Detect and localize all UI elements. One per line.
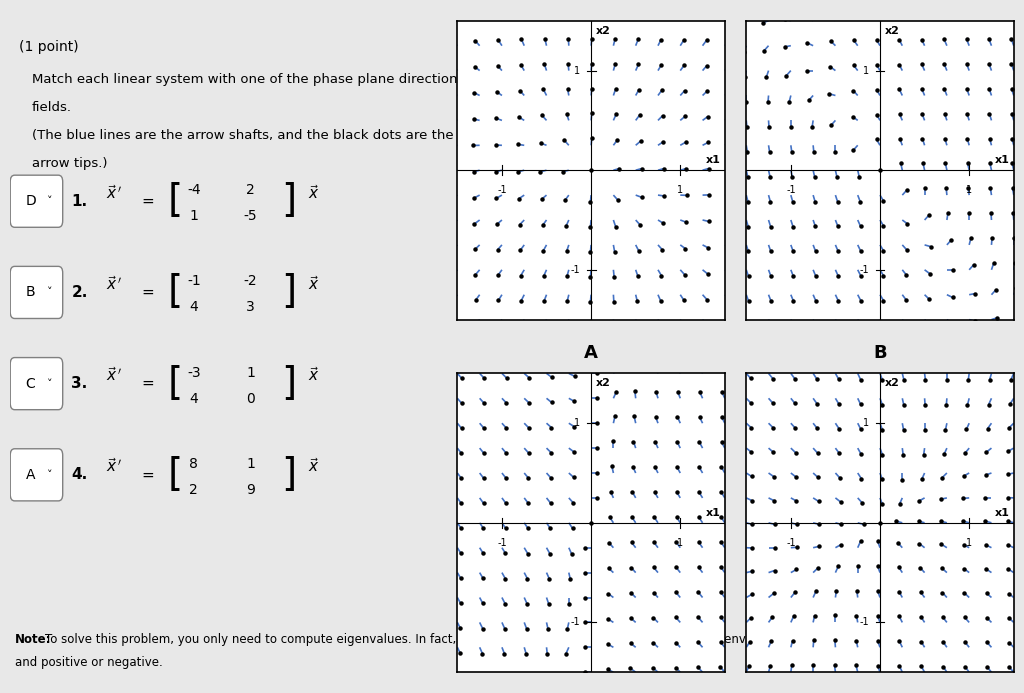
Text: =: = (141, 285, 155, 300)
Text: C: C (26, 376, 35, 391)
Text: x1: x1 (994, 155, 1010, 165)
Text: 1: 1 (863, 66, 869, 76)
Text: 1: 1 (246, 365, 255, 380)
Text: arrow tips.): arrow tips.) (32, 157, 108, 170)
Text: -5: -5 (244, 209, 257, 223)
Text: x1: x1 (706, 508, 721, 518)
FancyBboxPatch shape (10, 358, 62, 410)
Text: 4: 4 (189, 392, 199, 405)
Text: fields.: fields. (32, 101, 72, 114)
Text: A: A (26, 468, 35, 482)
Text: 3: 3 (247, 300, 255, 315)
Text: 1: 1 (189, 209, 199, 223)
Text: 4: 4 (189, 300, 199, 315)
Text: 1.: 1. (72, 194, 88, 209)
Text: x2: x2 (596, 378, 610, 388)
Text: -1: -1 (860, 265, 869, 275)
Text: 1: 1 (574, 418, 581, 428)
Text: ]: ] (282, 274, 297, 311)
Text: 0: 0 (247, 392, 255, 405)
Text: 2.: 2. (72, 285, 88, 300)
Text: -1: -1 (497, 185, 507, 195)
Text: -1: -1 (860, 617, 869, 627)
Text: 2: 2 (247, 183, 255, 198)
Text: ˅: ˅ (47, 288, 53, 297)
Text: ]: ] (282, 365, 297, 403)
Text: B: B (873, 344, 887, 362)
Text: $\vec{x}^{\,\prime}$: $\vec{x}^{\,\prime}$ (106, 366, 123, 384)
Text: $\vec{x}^{\,\prime}$: $\vec{x}^{\,\prime}$ (106, 457, 123, 475)
Text: A: A (584, 344, 598, 362)
Text: To solve this problem, you only need to compute eigenvalues. In fact, it is enou: To solve this problem, you only need to … (45, 633, 896, 646)
Text: -1: -1 (570, 265, 581, 275)
Text: x1: x1 (706, 155, 721, 165)
Text: x1: x1 (994, 508, 1010, 518)
Text: Note:: Note: (14, 633, 51, 646)
Text: and positive or negative.: and positive or negative. (14, 656, 163, 669)
Text: x2: x2 (596, 26, 610, 36)
Text: [: [ (168, 456, 183, 494)
Text: 1: 1 (574, 66, 581, 76)
Text: B: B (26, 286, 35, 299)
Text: ]: ] (282, 456, 297, 494)
FancyBboxPatch shape (10, 266, 62, 319)
Text: $\vec{x}$: $\vec{x}$ (307, 457, 319, 475)
Text: -1: -1 (187, 274, 201, 288)
Text: ˅: ˅ (47, 378, 53, 389)
Text: ˅: ˅ (47, 470, 53, 480)
Text: D: D (26, 194, 36, 208)
Text: 4.: 4. (72, 467, 88, 482)
Text: x2: x2 (885, 26, 899, 36)
Text: [: [ (168, 365, 183, 403)
Text: -3: -3 (187, 365, 201, 380)
Text: -1: -1 (786, 538, 796, 547)
Text: Match each linear system with one of the phase plane direction: Match each linear system with one of the… (32, 73, 458, 86)
Text: 8: 8 (189, 457, 199, 471)
Text: (The blue lines are the arrow shafts, and the black dots are the: (The blue lines are the arrow shafts, an… (32, 129, 454, 142)
Text: 1: 1 (966, 185, 972, 195)
Text: 9: 9 (246, 483, 255, 497)
FancyBboxPatch shape (10, 175, 62, 227)
Text: $\vec{x}^{\,\prime}$: $\vec{x}^{\,\prime}$ (106, 184, 123, 202)
Text: 1: 1 (677, 538, 683, 547)
Text: -1: -1 (570, 617, 581, 627)
Text: (1 point): (1 point) (19, 40, 79, 54)
Text: -1: -1 (497, 538, 507, 547)
Text: -2: -2 (244, 274, 257, 288)
Text: $\vec{x}$: $\vec{x}$ (307, 184, 319, 202)
Text: 2: 2 (189, 483, 199, 497)
Text: =: = (141, 376, 155, 391)
Text: 1: 1 (863, 418, 869, 428)
Text: 1: 1 (246, 457, 255, 471)
Text: -1: -1 (786, 185, 796, 195)
Text: -4: -4 (187, 183, 201, 198)
Text: [: [ (168, 182, 183, 220)
Text: $\vec{x}$: $\vec{x}$ (307, 366, 319, 384)
Text: $\vec{x}$: $\vec{x}$ (307, 275, 319, 293)
FancyBboxPatch shape (10, 449, 62, 501)
Text: =: = (141, 194, 155, 209)
Text: ]: ] (282, 182, 297, 220)
Text: 1: 1 (677, 185, 683, 195)
Text: =: = (141, 467, 155, 482)
Text: 1: 1 (966, 538, 972, 547)
Text: [: [ (168, 274, 183, 311)
Text: x2: x2 (885, 378, 899, 388)
Text: 3.: 3. (72, 376, 88, 391)
Text: $\vec{x}^{\,\prime}$: $\vec{x}^{\,\prime}$ (106, 275, 123, 293)
Text: ˅: ˅ (47, 196, 53, 207)
